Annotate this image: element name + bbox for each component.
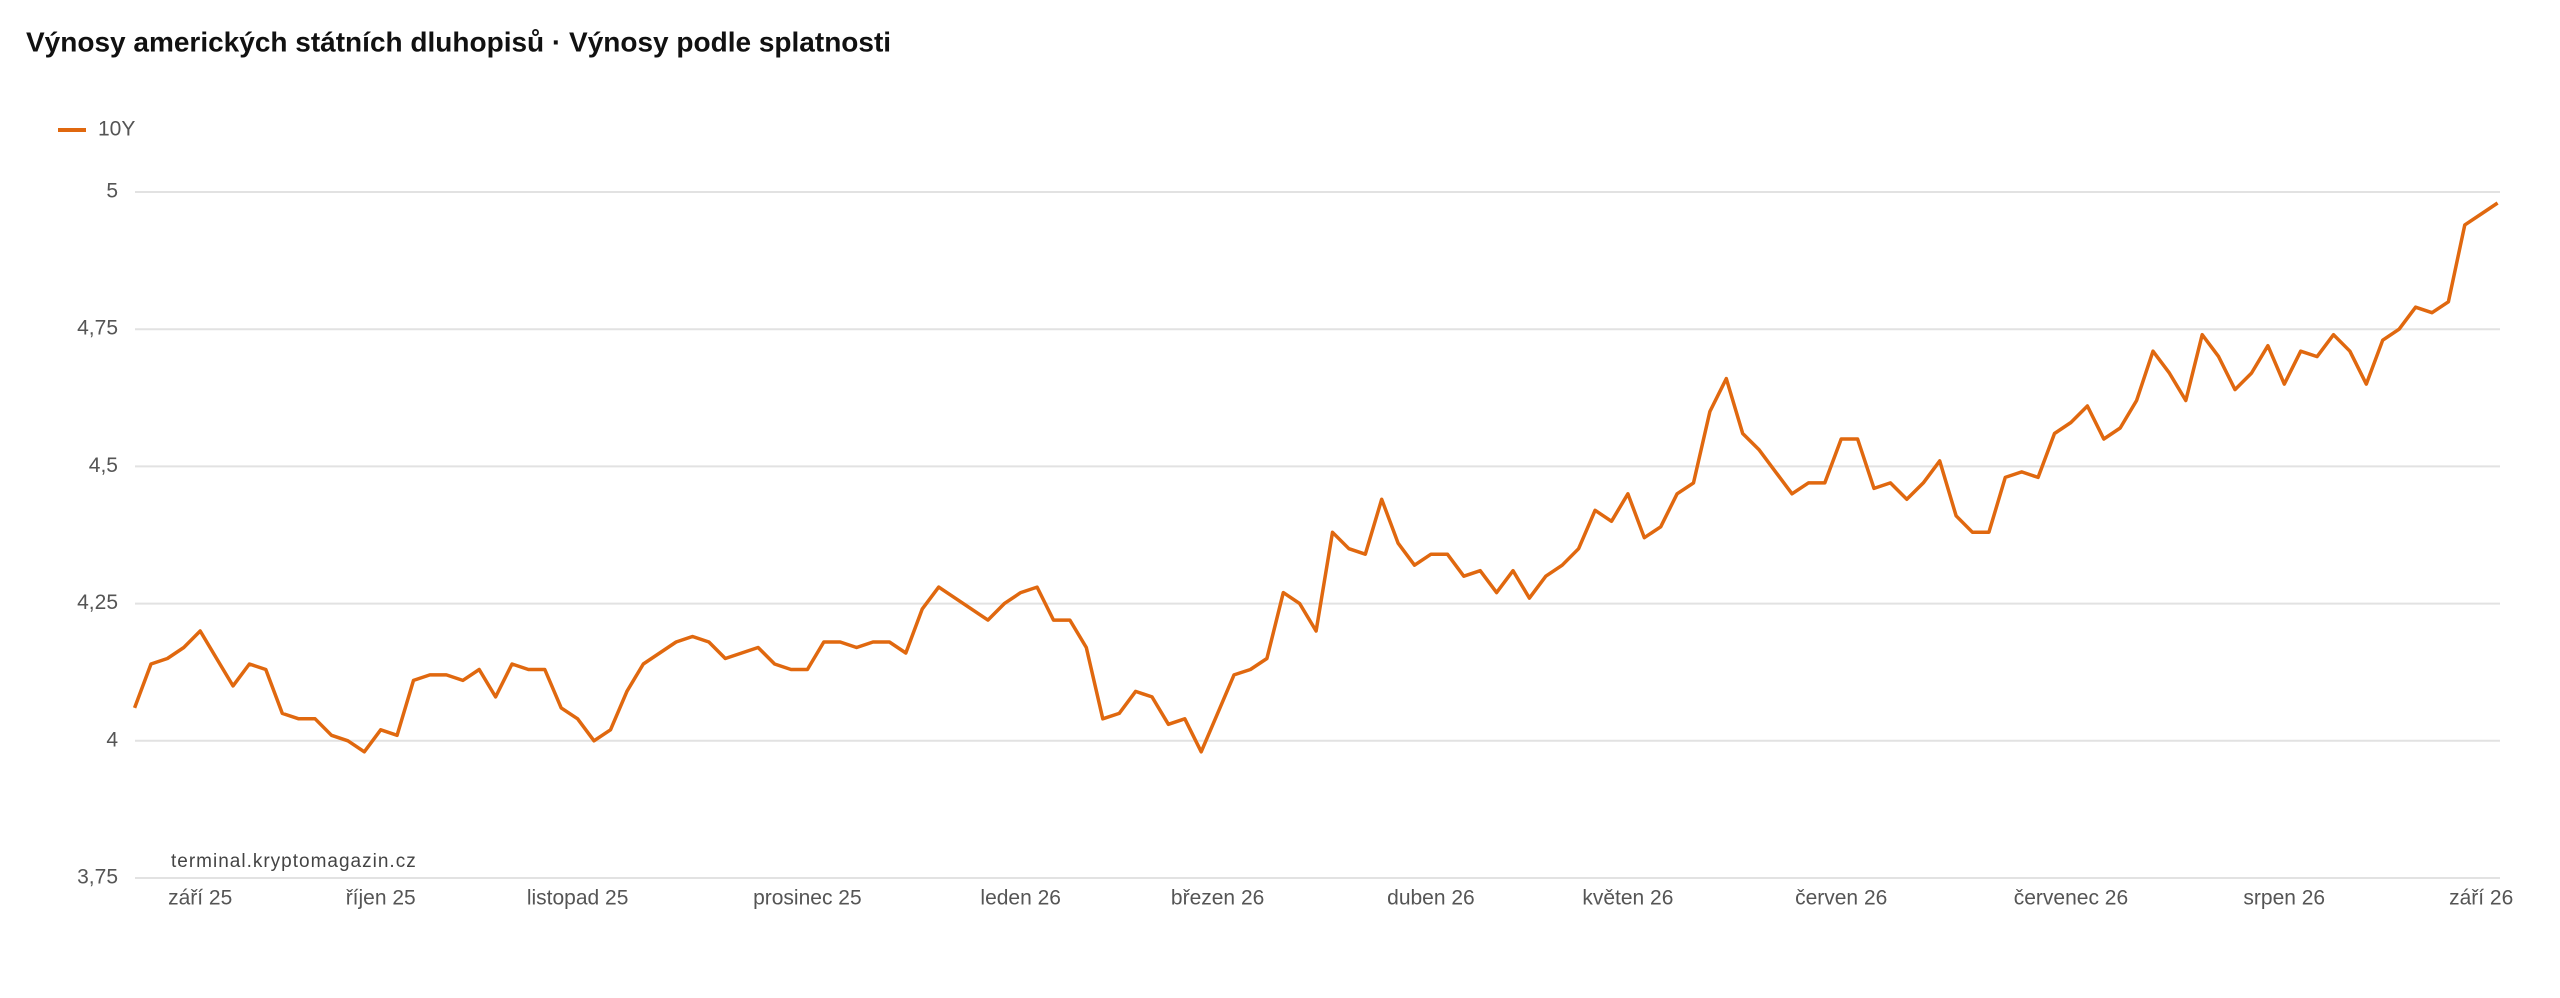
chart-title: Výnosy amerických státních dluhopisů · V… [26,26,891,57]
y-tick-label: 5 [106,180,118,203]
line-series [132,201,2499,754]
x-tick-label: srpen 26 [2243,887,2325,910]
x-tick-label: květen 26 [1582,887,1673,910]
y-tick-label: 4,25 [77,591,118,614]
legend-label: 10Y [98,118,135,141]
x-tick-label: listopad 25 [527,887,629,910]
watermark: terminal.kryptomagazin.cz [171,851,417,872]
y-tick-label: 4,5 [89,454,118,477]
x-tick-label: září 25 [168,887,232,910]
y-tick-label: 3,75 [77,866,118,889]
x-tick-label: září 26 [2449,887,2513,910]
x-tick-label: červen 26 [1795,887,1887,910]
y-tick-label: 4 [106,728,118,751]
x-tick-label: prosinec 25 [753,887,862,910]
y-tick-label: 4,75 [77,317,118,340]
x-tick-label: duben 26 [1387,887,1475,910]
x-tick-label: březen 26 [1171,887,1264,910]
x-tick-label: červenec 26 [2014,887,2128,910]
x-tick-label: leden 26 [980,887,1061,910]
x-tick-label: říjen 25 [346,887,416,910]
